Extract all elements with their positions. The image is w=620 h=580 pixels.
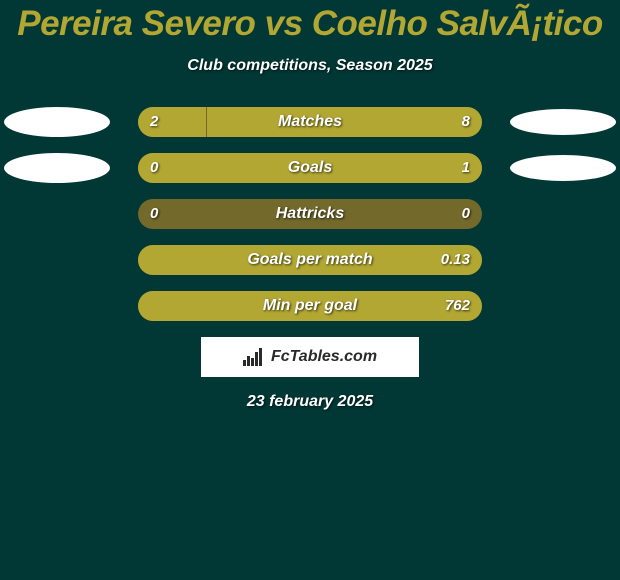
stat-right-value: 0: [462, 199, 470, 229]
stat-label: Goals: [138, 153, 482, 183]
stat-bar: 0Hattricks0: [138, 199, 482, 229]
player-right-avatar: [510, 155, 616, 181]
stat-right-value: 762: [445, 291, 470, 321]
footer-date: 23 february 2025: [0, 393, 620, 411]
stat-label: Matches: [138, 107, 482, 137]
stat-bar: Min per goal762: [138, 291, 482, 321]
comparison-chart: 2Matches80Goals10Hattricks0Goals per mat…: [0, 107, 620, 321]
stat-row: 2Matches8: [0, 107, 620, 137]
stat-label: Goals per match: [138, 245, 482, 275]
comparison-infographic: Pereira Severo vs Coelho SalvÃ¡tico Club…: [0, 0, 620, 580]
stat-right-value: 1: [462, 153, 470, 183]
player-left-avatar: [4, 107, 110, 137]
stat-row: Goals per match0.13: [0, 245, 620, 275]
player-left-avatar: [4, 153, 110, 183]
stat-bar: Goals per match0.13: [138, 245, 482, 275]
logo-text: FcTables.com: [271, 348, 377, 366]
stat-row: Min per goal762: [0, 291, 620, 321]
stat-label: Hattricks: [138, 199, 482, 229]
stat-right-value: 0.13: [441, 245, 470, 275]
stat-row: 0Hattricks0: [0, 199, 620, 229]
page-title: Pereira Severo vs Coelho SalvÃ¡tico: [0, 0, 620, 43]
player-right-avatar: [510, 109, 616, 135]
stat-bar: 2Matches8: [138, 107, 482, 137]
stat-bar: 0Goals1: [138, 153, 482, 183]
stat-right-value: 8: [462, 107, 470, 137]
bar-chart-icon: [243, 348, 265, 366]
branding-logo[interactable]: FcTables.com: [201, 337, 419, 377]
subtitle: Club competitions, Season 2025: [0, 57, 620, 75]
stat-label: Min per goal: [138, 291, 482, 321]
stat-row: 0Goals1: [0, 153, 620, 183]
